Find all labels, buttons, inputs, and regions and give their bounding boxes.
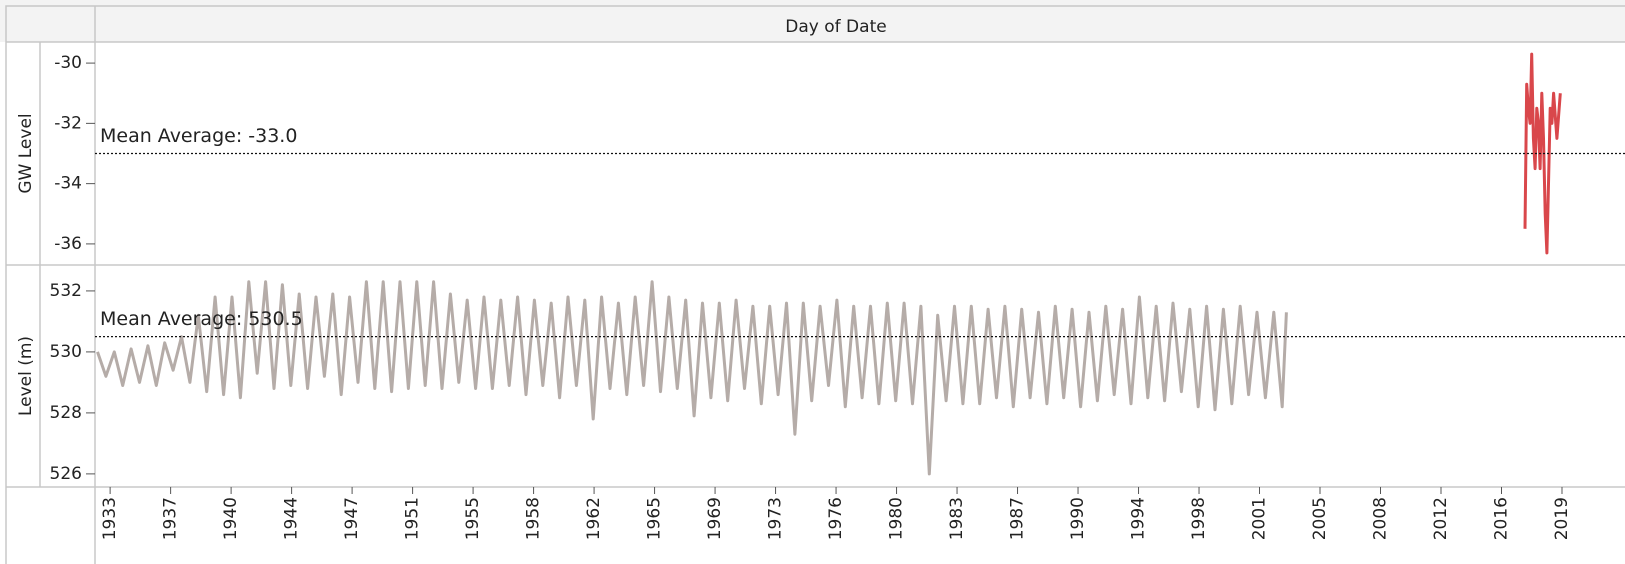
plot-area bbox=[96, 280, 1288, 476]
x-tick-label: 1958 bbox=[524, 497, 544, 540]
x-tick-label: 1937 bbox=[161, 497, 181, 540]
y-tick-label: -30 bbox=[54, 53, 82, 73]
x-tick-label: 1955 bbox=[463, 497, 483, 540]
y-tick-label: 526 bbox=[50, 464, 82, 484]
line-series bbox=[1523, 52, 1562, 255]
x-tick-label: 1969 bbox=[705, 497, 725, 540]
header-row bbox=[0, 0, 1625, 42]
x-tick-label: 1987 bbox=[1008, 497, 1028, 540]
x-tick-label: 2019 bbox=[1552, 497, 1572, 540]
x-tick-label: 1947 bbox=[342, 497, 362, 540]
x-tick-label: 1994 bbox=[1129, 497, 1149, 540]
x-tick-label: 1965 bbox=[645, 497, 665, 540]
x-tick-label: 2008 bbox=[1371, 497, 1391, 540]
x-tick-label: 1933 bbox=[100, 497, 120, 540]
x-tick-label: 1990 bbox=[1068, 497, 1088, 540]
y-tick-label: -32 bbox=[54, 113, 82, 133]
x-tick-label: 2001 bbox=[1250, 497, 1270, 540]
y-tick-label: 532 bbox=[50, 281, 82, 301]
x-tick-label: 2016 bbox=[1491, 497, 1511, 540]
x-tick-label: 1973 bbox=[766, 497, 786, 540]
line-series bbox=[96, 280, 1288, 476]
y-axis-label: GW Level bbox=[16, 113, 36, 193]
reference-label: Mean Average: -33.0 bbox=[100, 125, 297, 147]
plot-area bbox=[1523, 52, 1562, 255]
x-tick-label: 1951 bbox=[403, 497, 423, 540]
y-tick-label: 530 bbox=[50, 342, 82, 362]
x-tick-label: 1983 bbox=[947, 497, 967, 540]
y-tick-label: -36 bbox=[54, 234, 82, 254]
x-tick-label: 1980 bbox=[887, 497, 907, 540]
x-tick-label: 1962 bbox=[584, 497, 604, 540]
x-tick-label: 1998 bbox=[1189, 497, 1209, 540]
borders bbox=[5, 5, 1625, 564]
reference-label: Mean Average: 530.5 bbox=[100, 308, 303, 330]
y-axis-label: Level (m) bbox=[16, 336, 36, 416]
x-axis-title: Day of Date bbox=[785, 17, 886, 37]
y-tick-label: 528 bbox=[50, 403, 82, 423]
x-tick-label: 2005 bbox=[1310, 497, 1330, 540]
x-tick-label: 1976 bbox=[826, 497, 846, 540]
x-tick-label: 1940 bbox=[221, 497, 241, 540]
x-tick-label: 2012 bbox=[1431, 497, 1451, 540]
y-tick-label: -34 bbox=[54, 174, 82, 194]
x-tick-label: 1944 bbox=[282, 497, 302, 540]
